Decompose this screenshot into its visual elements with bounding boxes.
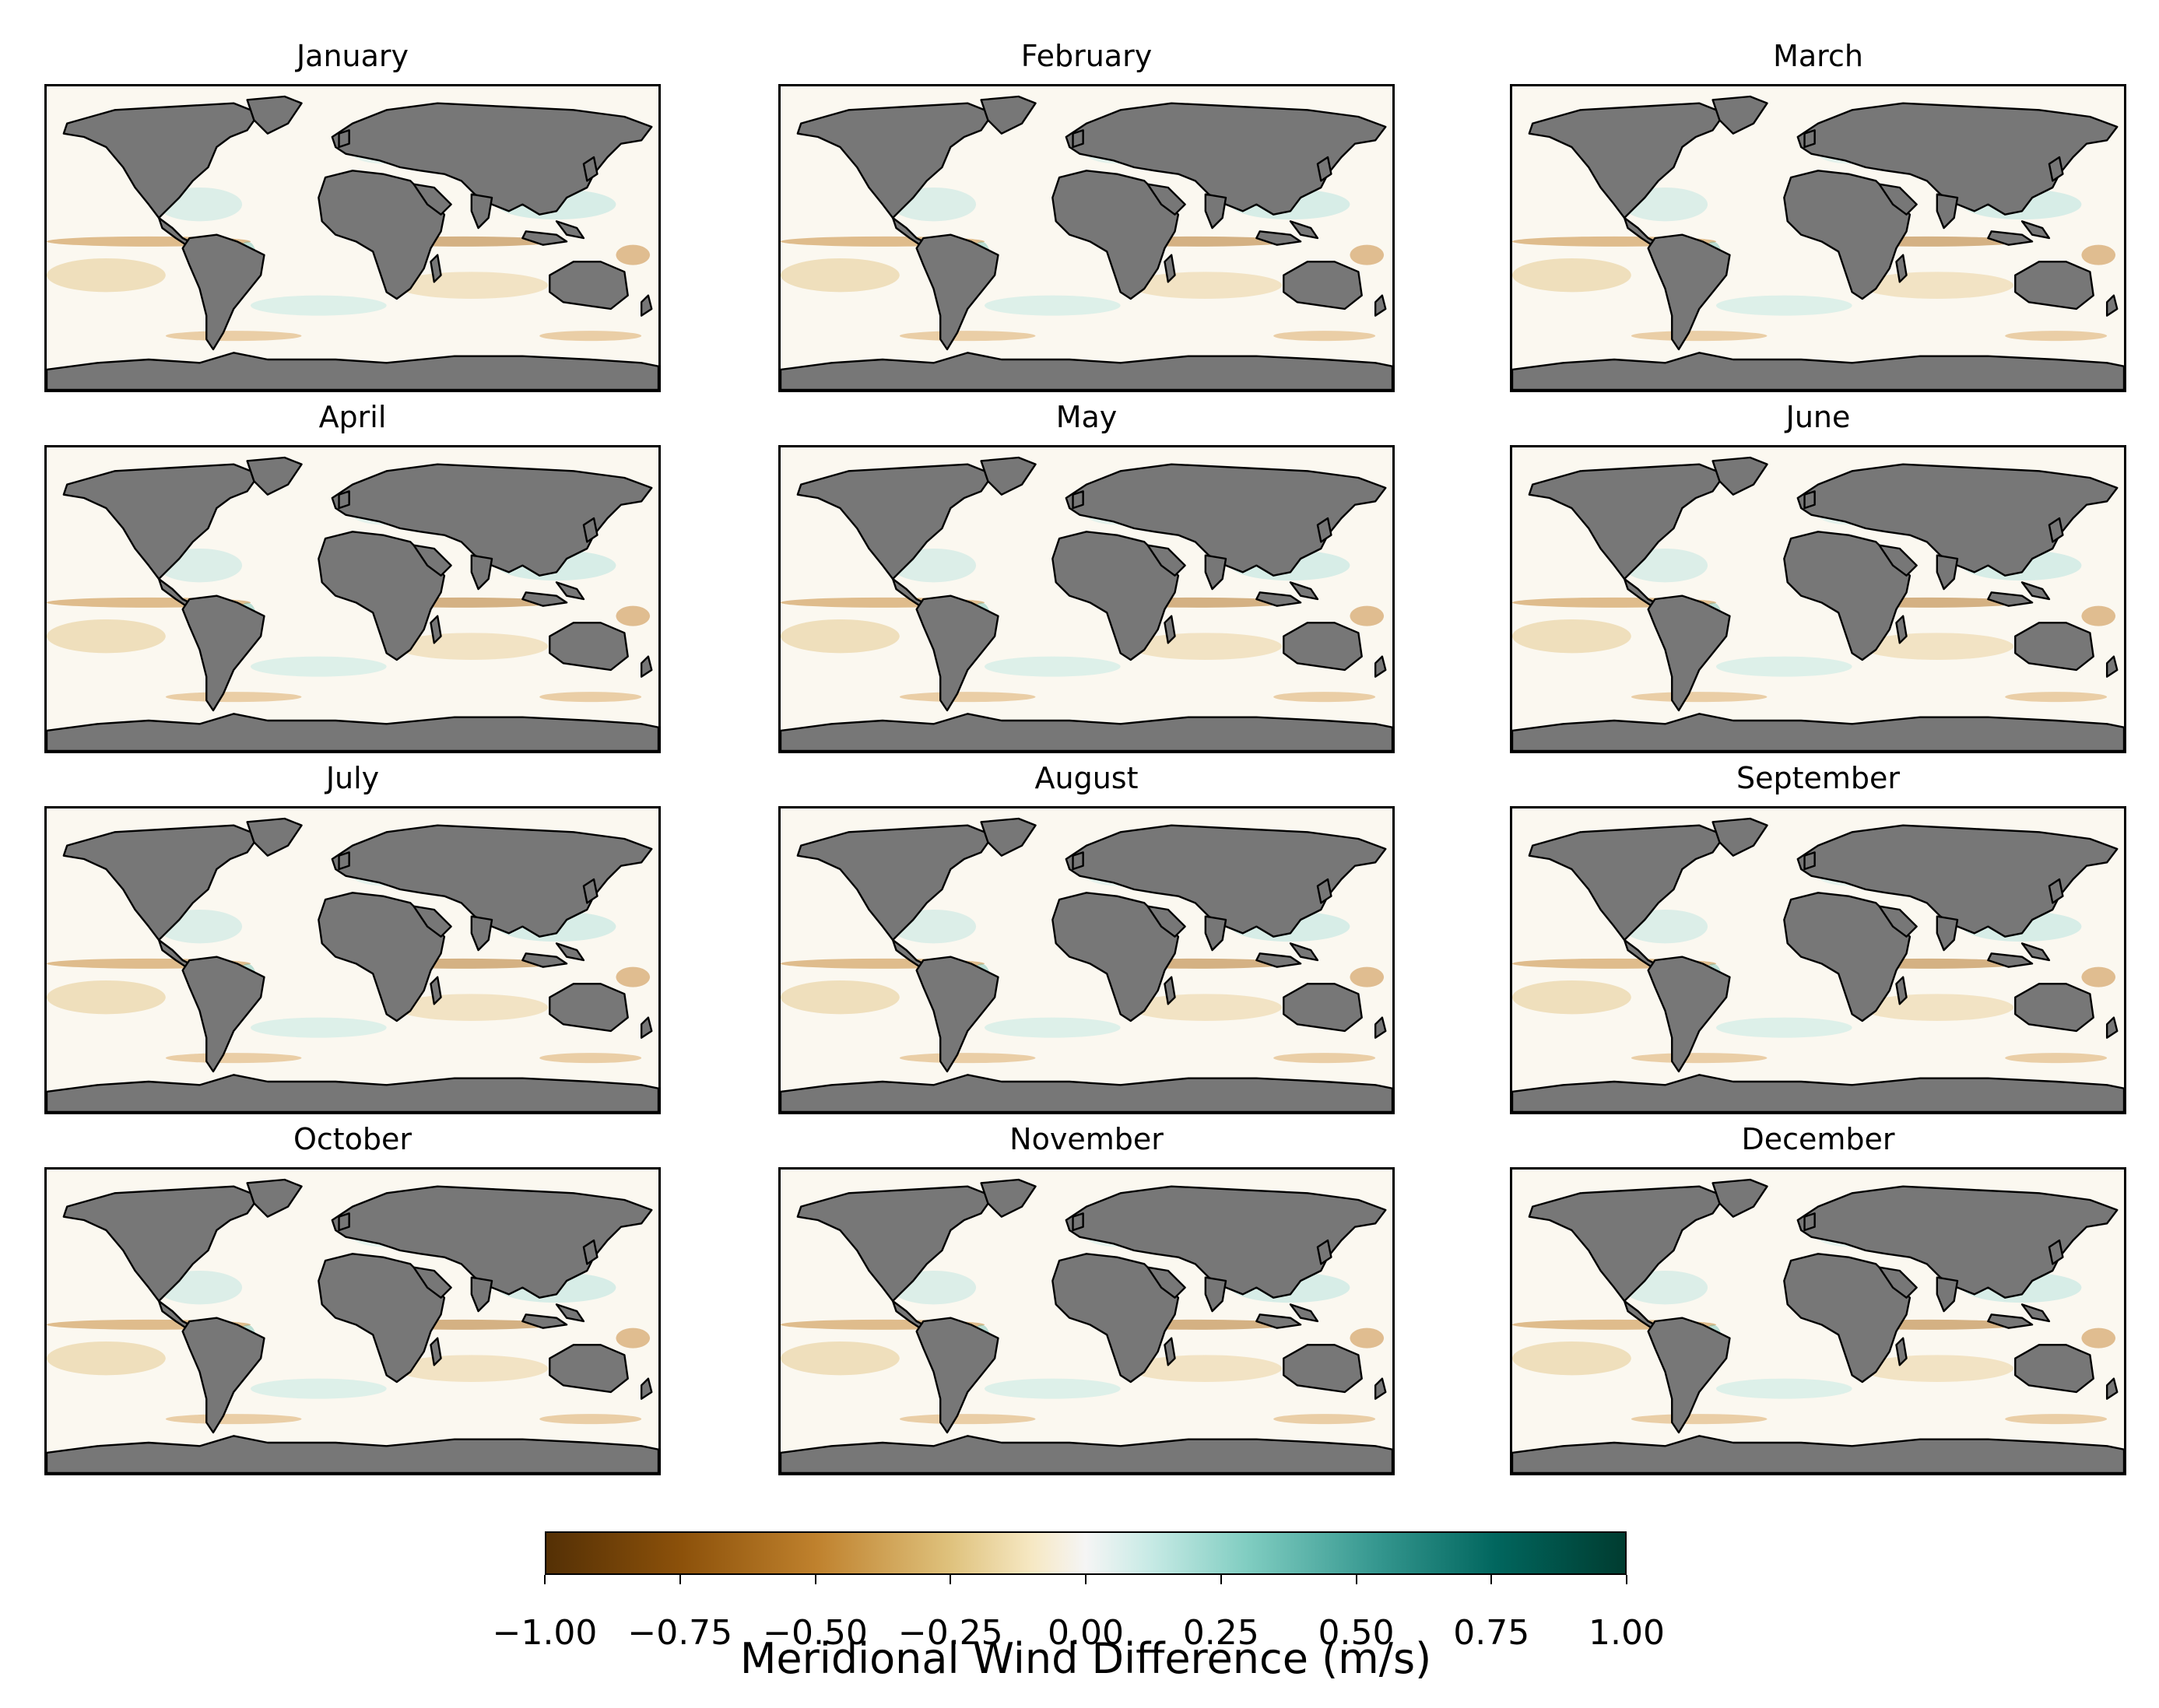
world-map (44, 84, 661, 392)
colorbar-tick (1490, 1575, 1493, 1584)
world-map (778, 1167, 1395, 1475)
colorbar-tick-label: 0.00 (1048, 1613, 1124, 1653)
world-map (778, 806, 1395, 1114)
panel-title: May (1055, 400, 1118, 434)
colorbar-tick (1220, 1575, 1222, 1584)
world-map (44, 1167, 661, 1475)
map-panel-december: December (1510, 1122, 2126, 1475)
map-panel-january: January (44, 39, 661, 392)
panel-title: February (1020, 39, 1153, 73)
colorbar-tick-label: 1.00 (1589, 1613, 1665, 1653)
colorbar-tick-label: −0.75 (627, 1613, 733, 1653)
panel-title: August (1034, 761, 1139, 795)
colorbar-gradient (545, 1531, 1627, 1575)
world-map (1510, 806, 2126, 1114)
colorbar-tick (544, 1575, 546, 1584)
panel-title: December (1741, 1122, 1895, 1156)
map-panel-april: April (44, 400, 661, 753)
panel-title: July (325, 761, 380, 795)
map-panel-march: March (1510, 39, 2126, 392)
colorbar-tick-label: −1.00 (492, 1613, 598, 1653)
map-panel-november: November (778, 1122, 1395, 1475)
map-panel-october: October (44, 1122, 661, 1475)
colorbar-tick (814, 1575, 816, 1584)
colorbar-tick-label: −0.50 (763, 1613, 868, 1653)
colorbar-label: Meridional Wind Difference (m/s) (739, 1634, 1432, 1683)
colorbar-tick-label: 0.50 (1318, 1613, 1395, 1653)
colorbar-tick-label: 0.75 (1453, 1613, 1530, 1653)
colorbar-tick (1626, 1575, 1627, 1584)
world-map (778, 84, 1395, 392)
panel-title: November (1009, 1122, 1164, 1156)
world-map (1510, 445, 2126, 753)
map-panel-september: September (1510, 761, 2126, 1114)
panel-title: January (296, 39, 409, 73)
colorbar-tick (950, 1575, 952, 1584)
colorbar (544, 1531, 1627, 1584)
colorbar-tick (1355, 1575, 1357, 1584)
colorbar-tick (1085, 1575, 1087, 1584)
map-panel-july: July (44, 761, 661, 1114)
map-panel-august: August (778, 761, 1395, 1114)
panel-title: September (1736, 761, 1901, 795)
map-panel-may: May (778, 400, 1395, 753)
panel-title: April (318, 400, 387, 434)
world-map (1510, 1167, 2126, 1475)
map-panel-june: June (1510, 400, 2126, 753)
world-map (44, 445, 661, 753)
map-panel-february: February (778, 39, 1395, 392)
world-map (1510, 84, 2126, 392)
world-map (44, 806, 661, 1114)
colorbar-tick (679, 1575, 681, 1584)
panel-title: October (293, 1122, 412, 1156)
colorbar-tick-label: −0.25 (897, 1613, 1003, 1653)
panel-title: June (1785, 400, 1851, 434)
panel-title: March (1773, 39, 1863, 73)
colorbar-tick-label: 0.25 (1182, 1613, 1259, 1653)
world-map (778, 445, 1395, 753)
